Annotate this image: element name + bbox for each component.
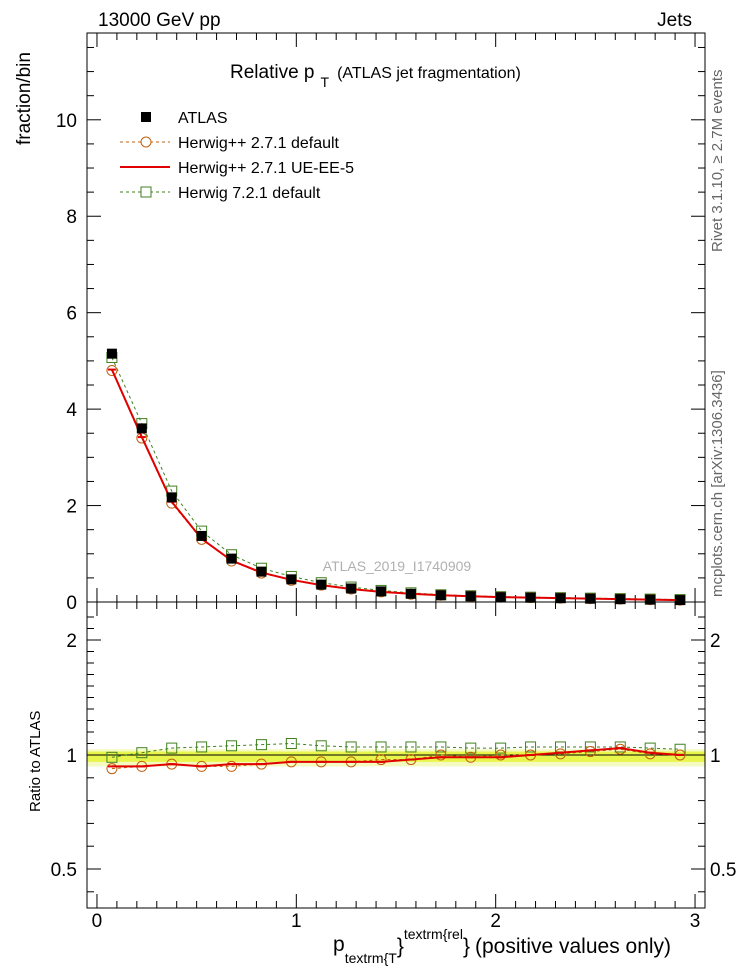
side-label-bottom: mcplots.cern.ch [arXiv:1306.3436] [709, 370, 726, 597]
data-point [585, 593, 596, 604]
ratio-y-tick-label: 1 [66, 746, 77, 767]
data-point [555, 593, 566, 604]
x-tick-labels: 0 1 2 3 [92, 911, 701, 932]
data-point [614, 741, 626, 753]
data-point [106, 751, 118, 763]
legend-label: ATLAS [178, 110, 228, 127]
data-point [495, 592, 506, 603]
legend-marker [140, 136, 152, 148]
data-point [106, 365, 118, 377]
ratio-y-tick-label-right: 0.5 [710, 860, 736, 881]
data-point [106, 763, 118, 775]
watermark: ATLAS_2019_I1740909 [323, 558, 472, 574]
data-point [615, 594, 626, 605]
xlabel-main: p [333, 933, 345, 956]
data-point [315, 740, 327, 752]
ratio-panel: 0.5 0.5 1 1 2 2 0 1 2 3 Ratio to ATLAS ptextrm{T… [27, 601, 737, 966]
data-point [256, 566, 267, 577]
header-right: Jets [657, 10, 692, 31]
main-ticks [87, 33, 705, 603]
x-tick-label: 1 [291, 911, 302, 932]
data-point [166, 742, 178, 754]
data-point [405, 741, 417, 753]
series-line [111, 747, 681, 768]
main-series [106, 348, 686, 606]
legend-marker [140, 186, 152, 198]
data-point [525, 741, 537, 753]
ratio-y-tick-labels: 0.5 0.5 1 1 2 2 [51, 631, 737, 881]
data-point [226, 760, 238, 772]
main-title: Relative p T (ATLAS jet fragmentation) [230, 62, 521, 90]
data-point [316, 579, 327, 590]
ratio-y-tick-label-right: 2 [710, 631, 721, 652]
data-point [405, 588, 416, 599]
data-point [375, 741, 387, 753]
data-point [226, 740, 238, 752]
ratio-series [106, 738, 686, 775]
x-axis-label: ptextrm{T}textrm{rel} (positive values on… [333, 926, 671, 966]
data-point [675, 595, 686, 606]
main-y-label: fraction/bin [14, 52, 35, 145]
legend: ATLAS Herwig++ 2.7.1 default Herwig++ 2.7.… [120, 110, 354, 202]
main-y-tick-labels: 0 2 4 6 8 10 [56, 111, 78, 614]
data-point [166, 492, 177, 503]
y-tick-label: 0 [66, 593, 77, 614]
y-tick-label: 10 [56, 111, 77, 132]
ratio-y-label: Ratio to ATLAS [27, 711, 44, 812]
data-point [136, 747, 148, 759]
header-left: 13000 GeV pp [98, 10, 221, 31]
y-tick-label: 8 [66, 207, 77, 228]
xlabel-close: } [463, 935, 470, 958]
data-point [346, 583, 357, 594]
data-point [584, 741, 596, 753]
data-point [285, 738, 297, 749]
data-point [375, 754, 387, 766]
data-point [435, 590, 446, 601]
y-tick-label: 2 [66, 497, 77, 518]
legend-label: Herwig++ 2.7.1 UE-EE-5 [178, 160, 354, 177]
data-point [136, 423, 147, 434]
x-tick-label: 2 [490, 911, 501, 932]
xlabel-rest: (positive values only) [475, 935, 671, 958]
data-point [226, 553, 237, 564]
legend-marker [141, 112, 151, 122]
data-point [196, 530, 207, 541]
data-point [255, 739, 267, 751]
xlabel-sup: textrm{rel [404, 926, 463, 942]
ratio-y-tick-label: 2 [66, 631, 77, 652]
title-main: Relative p [230, 62, 315, 83]
data-point [376, 586, 387, 597]
data-point [465, 591, 476, 602]
band-inner [87, 751, 705, 762]
x-tick-label: 3 [690, 911, 701, 932]
legend-label: Herwig++ 2.7.1 default [178, 135, 340, 152]
ratio-frame [86, 601, 706, 909]
data-point [435, 749, 447, 761]
series-line [111, 357, 681, 601]
xlabel-brace: } [397, 935, 404, 958]
title-rest: (ATLAS jet fragmentation) [337, 65, 521, 82]
ratio-ticks [87, 602, 705, 908]
data-point [286, 574, 297, 585]
data-point [525, 592, 536, 603]
x-tick-label: 0 [92, 911, 103, 932]
data-point [645, 594, 656, 605]
data-point [465, 742, 477, 754]
y-tick-label: 6 [66, 304, 77, 325]
legend-label: Herwig 7.2.1 default [178, 185, 321, 202]
xlabel-sub: textrm{T [345, 950, 398, 966]
title-sub: T [321, 74, 330, 90]
data-point [106, 348, 117, 359]
data-point [196, 741, 208, 753]
data-point [435, 741, 447, 753]
data-point [345, 741, 357, 753]
main-panel: 0 2 4 6 8 10 ATLAS_2019_I1740909 Relative p T (… [14, 32, 706, 614]
side-label-top: Rivet 3.1.10, ≥ 2.7M events [709, 70, 726, 253]
data-point [495, 742, 507, 754]
ratio-y-tick-label: 0.5 [51, 860, 77, 881]
data-point [495, 749, 507, 761]
y-tick-label: 4 [66, 400, 77, 421]
ratio-y-tick-label-right: 1 [710, 746, 721, 767]
